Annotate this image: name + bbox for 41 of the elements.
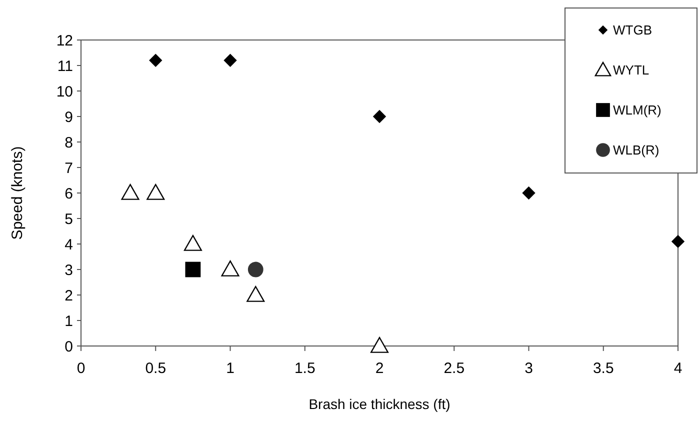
point — [149, 54, 162, 67]
point — [370, 337, 388, 353]
y-tick-label: 0 — [64, 338, 73, 356]
y-tick-label: 11 — [57, 58, 73, 75]
point — [146, 184, 165, 200]
x-tick-label: 4 — [674, 360, 682, 377]
legend-label: WYTL — [613, 62, 650, 78]
x-tick-label: 1 — [226, 360, 234, 377]
legend-label: WTGB — [613, 22, 652, 38]
y-tick-label: 9 — [64, 108, 73, 126]
y-tick-label: 4 — [64, 236, 73, 254]
y-tick-label: 1 — [64, 312, 73, 330]
point — [224, 54, 237, 67]
point — [221, 260, 240, 276]
point — [248, 262, 264, 278]
y-tick-label: 5 — [64, 210, 73, 228]
point — [671, 234, 685, 248]
point — [522, 186, 536, 200]
x-tick-label: 2.5 — [444, 360, 465, 377]
point — [372, 110, 386, 124]
y-tick-label: 10 — [56, 83, 73, 100]
point — [246, 286, 265, 302]
y-tick-label: 8 — [64, 134, 73, 152]
y-tick-label: 7 — [64, 160, 73, 177]
x-tick-label: 3 — [524, 360, 533, 377]
y-tick-label: 3 — [64, 262, 73, 279]
point — [121, 184, 140, 200]
x-tick-label: 2 — [375, 360, 384, 377]
x-tick-label: 0.5 — [145, 360, 166, 377]
y-axis-title: Speed (knots) — [9, 146, 26, 240]
point — [184, 235, 202, 251]
y-tick-label: 6 — [64, 185, 73, 202]
y-tick-label: 12 — [56, 32, 73, 50]
x-axis-title: Brash ice thickness (ft) — [308, 396, 450, 412]
x-tick-label: 3.5 — [592, 360, 614, 377]
legend-label: WLM(R) — [613, 102, 662, 118]
legend-label: WLB(R) — [613, 142, 660, 158]
x-tick-label: 1.5 — [294, 360, 316, 377]
x-tick-label: 0 — [76, 360, 86, 377]
y-tick-label: 2 — [64, 287, 73, 304]
point — [185, 262, 201, 278]
